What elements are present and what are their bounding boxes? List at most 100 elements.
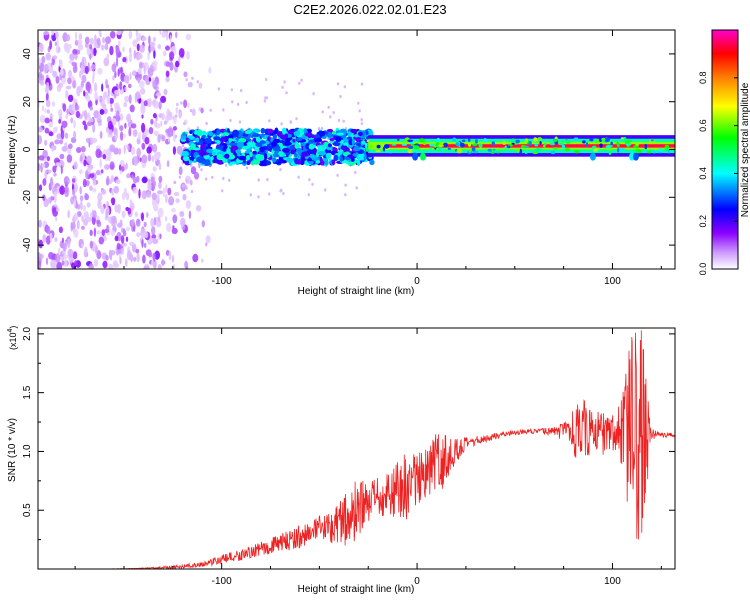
spectral-blob xyxy=(56,133,62,140)
spectral-blob xyxy=(179,211,185,217)
colorbar: 0.0 0.2 0.4 0.6 0.8 Normalized spectral ampl… xyxy=(698,29,750,275)
spectral-blob xyxy=(123,144,126,155)
spectral-blob xyxy=(198,82,203,89)
spectral-blob xyxy=(96,219,101,225)
spectral-blob xyxy=(137,68,142,75)
spectral-blob xyxy=(119,170,123,175)
snr-background xyxy=(38,328,675,569)
spectral-blob xyxy=(44,108,47,113)
spectral-blob xyxy=(515,139,520,144)
spectral-blob xyxy=(154,250,160,260)
spectral-blob xyxy=(38,184,43,192)
spectral-blob xyxy=(263,153,268,160)
spectral-blob xyxy=(158,181,162,190)
spectral-blob xyxy=(165,194,168,204)
spectral-blob xyxy=(158,175,163,183)
spectral-blob xyxy=(298,81,301,85)
spectral-blob xyxy=(178,48,185,58)
spectral-blob xyxy=(123,101,127,108)
spectral-blob xyxy=(76,147,82,153)
spectral-blob xyxy=(366,147,369,152)
spectral-blob xyxy=(105,36,111,44)
spectral-blob xyxy=(296,159,302,165)
spectral-blob xyxy=(109,31,116,39)
spectral-blob xyxy=(143,64,146,75)
spectral-blob xyxy=(75,110,81,118)
spectral-blob xyxy=(107,87,110,97)
spectral-blob xyxy=(272,134,278,139)
spectral-blob xyxy=(71,75,75,82)
spectral-blob xyxy=(132,39,137,48)
spectral-blob xyxy=(307,150,314,155)
spectral-blob xyxy=(185,78,188,82)
spectral-blob xyxy=(64,132,69,139)
spectral-blob xyxy=(128,30,133,40)
spectral-blob xyxy=(216,154,224,161)
spectral-blob xyxy=(56,207,60,213)
spectral-blob xyxy=(85,95,91,102)
spectral-blob xyxy=(130,123,137,129)
spectral-blob xyxy=(73,213,79,221)
spectral-blob xyxy=(104,43,109,51)
spectral-blob xyxy=(537,137,543,142)
spectral-blob xyxy=(238,155,247,161)
spectral-blob xyxy=(534,144,539,147)
spectral-blob xyxy=(64,186,69,194)
spectral-blob xyxy=(243,133,247,137)
spectral-blob xyxy=(565,139,571,144)
spectral-blob xyxy=(165,184,168,193)
snr-panel: -100 0 100 0.5 1.0 1.5 2.0 Height of straight… xyxy=(7,326,676,595)
spectral-blob xyxy=(72,48,78,55)
spectral-blob xyxy=(67,94,74,103)
spectral-blob xyxy=(344,145,348,150)
spectral-blob xyxy=(185,33,192,41)
spectral-blob xyxy=(132,186,138,194)
spectral-blob xyxy=(94,82,98,92)
spectral-blob xyxy=(483,138,487,143)
spectral-blob xyxy=(354,134,360,138)
spectral-blob xyxy=(309,139,315,143)
spectral-blob xyxy=(610,141,613,146)
spectral-blob xyxy=(558,142,564,146)
spectral-blob xyxy=(79,195,84,202)
spectral-blob xyxy=(137,131,141,140)
x-tick-label: 100 xyxy=(604,276,621,287)
spectral-blob xyxy=(550,150,556,155)
spectral-blob xyxy=(201,220,205,228)
spectral-blob xyxy=(376,144,381,149)
spectral-blob xyxy=(63,254,69,260)
spectral-blob xyxy=(95,148,102,159)
spectral-blob xyxy=(136,252,140,263)
spectral-blob xyxy=(107,120,113,130)
spectral-blob xyxy=(141,154,148,164)
y-tick-label: 0.5 xyxy=(22,503,33,517)
spectral-blob xyxy=(162,187,166,198)
spectral-blob xyxy=(236,141,244,148)
spectral-blob xyxy=(128,83,132,89)
spectral-blob xyxy=(279,159,288,164)
spectral-blob xyxy=(605,144,612,149)
spectral-blob xyxy=(213,149,221,153)
spectral-blob xyxy=(176,145,183,155)
spectral-blob xyxy=(135,30,139,38)
spectral-blob xyxy=(51,259,58,269)
spectral-blob xyxy=(354,170,357,175)
spectral-blob xyxy=(113,127,118,137)
spectral-blob xyxy=(280,122,283,126)
spectral-blob xyxy=(553,139,558,142)
spectral-blob xyxy=(101,83,104,92)
spectral-blob xyxy=(561,138,565,144)
spectral-blob xyxy=(278,142,283,148)
spectral-blob xyxy=(52,55,58,60)
y-tick-label: -20 xyxy=(22,190,33,205)
spectral-blob xyxy=(144,136,150,145)
spectral-blob xyxy=(511,142,515,145)
spectral-blob xyxy=(633,145,639,148)
spectral-blob xyxy=(360,82,364,86)
spectral-blob xyxy=(122,228,126,234)
spectral-blob xyxy=(102,36,106,44)
spectral-blob xyxy=(38,135,43,145)
spectral-blob xyxy=(627,139,632,142)
spectral-blob xyxy=(228,137,233,143)
spectral-blob xyxy=(635,141,640,146)
